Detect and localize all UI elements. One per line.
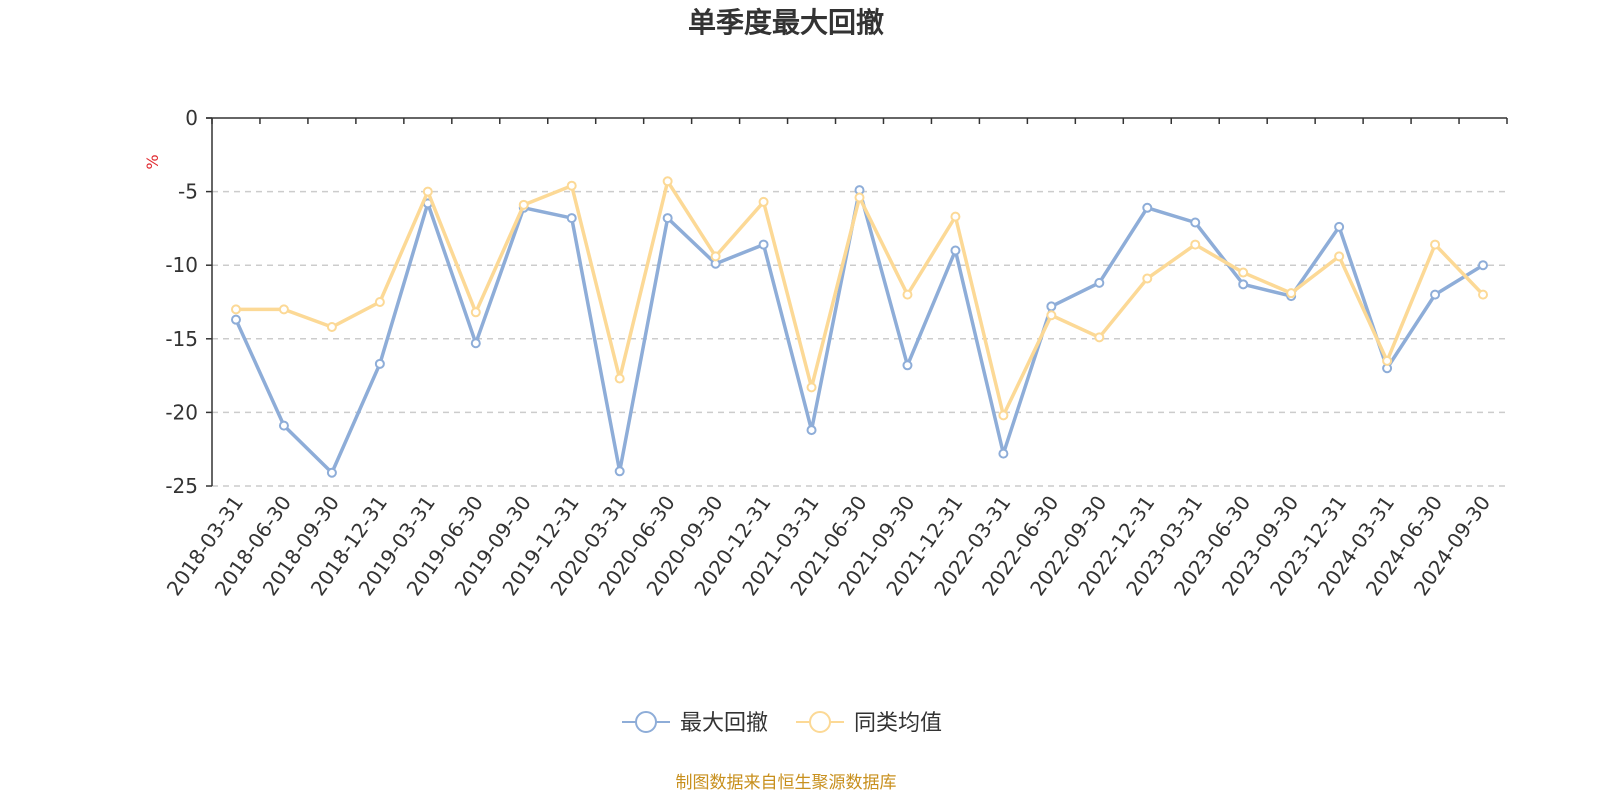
data-point[interactable]	[1046, 310, 1057, 321]
x-tick-labels: 2018-03-312018-06-302018-09-302018-12-31…	[162, 491, 1495, 600]
data-point[interactable]	[1286, 288, 1297, 299]
data-point[interactable]	[902, 360, 913, 371]
y-tick-label: -5	[178, 180, 198, 204]
data-point[interactable]	[806, 382, 817, 393]
data-point[interactable]	[1190, 217, 1201, 228]
data-point[interactable]	[470, 307, 481, 318]
legend-marker-icon	[809, 711, 831, 733]
y-tick-labels: 0 -5 -10 -15 -20 -25	[165, 106, 198, 498]
data-point[interactable]	[1430, 289, 1441, 300]
data-point[interactable]	[470, 338, 481, 349]
data-point[interactable]	[1478, 289, 1489, 300]
data-point[interactable]	[1094, 332, 1105, 343]
data-point[interactable]	[998, 410, 1009, 421]
legend-item[interactable]: 最大回撤	[622, 711, 768, 736]
data-point[interactable]	[662, 213, 673, 224]
data-point[interactable]	[758, 196, 769, 207]
legend[interactable]: 最大回撤 同类均值	[622, 711, 942, 736]
data-point[interactable]	[614, 466, 625, 477]
data-point[interactable]	[1142, 273, 1153, 284]
data-point[interactable]	[1334, 251, 1345, 262]
data-point[interactable]	[566, 180, 577, 191]
data-point[interactable]	[662, 176, 673, 187]
data-point[interactable]	[998, 448, 1009, 459]
data-point[interactable]	[902, 289, 913, 300]
axes	[206, 117, 1508, 487]
data-point[interactable]	[1382, 355, 1393, 366]
data-point[interactable]	[950, 245, 961, 256]
data-point[interactable]	[1430, 239, 1441, 250]
data-point[interactable]	[1478, 260, 1489, 271]
y-tick-label: -10	[165, 253, 198, 277]
data-point[interactable]	[518, 199, 529, 210]
data-point[interactable]	[374, 297, 385, 307]
data-point[interactable]	[230, 304, 241, 315]
data-source-note: 制图数据来自恒生聚源数据库	[676, 773, 897, 793]
data-point[interactable]	[1094, 277, 1105, 288]
data-point[interactable]	[422, 186, 433, 197]
y-tick-label: -15	[165, 327, 198, 351]
data-point[interactable]	[566, 213, 577, 224]
data-point[interactable]	[854, 192, 865, 203]
data-point[interactable]	[950, 211, 961, 222]
data-point[interactable]	[326, 322, 337, 333]
legend-item[interactable]: 同类均值	[796, 711, 942, 736]
data-point[interactable]	[1142, 202, 1153, 213]
data-point[interactable]	[278, 420, 289, 431]
y-axis-unit: %	[143, 154, 162, 169]
data-point[interactable]	[806, 425, 817, 436]
legend-label: 最大回撤	[680, 711, 768, 736]
data-point[interactable]	[1238, 279, 1249, 290]
data-point[interactable]	[1334, 221, 1345, 232]
data-point[interactable]	[278, 304, 289, 315]
data-point[interactable]	[230, 314, 241, 325]
grid-lines	[212, 190, 1507, 487]
y-tick-label: -25	[165, 474, 198, 498]
series-layer	[230, 176, 1489, 478]
data-point[interactable]	[1190, 239, 1201, 250]
data-point[interactable]	[326, 467, 337, 478]
chart-title: 单季度最大回撤	[688, 6, 884, 39]
y-tick-label: -20	[165, 400, 198, 424]
data-point[interactable]	[710, 251, 721, 262]
data-point[interactable]	[614, 373, 625, 384]
data-point[interactable]	[374, 358, 385, 369]
series-2	[230, 176, 1489, 421]
data-point[interactable]	[1238, 267, 1249, 278]
legend-label: 同类均值	[854, 711, 942, 736]
data-point[interactable]	[758, 239, 769, 250]
data-point[interactable]	[1046, 301, 1057, 312]
y-tick-label: 0	[185, 106, 198, 130]
series-1	[230, 185, 1489, 478]
legend-marker-icon	[635, 711, 657, 733]
series-line	[234, 188, 1484, 475]
